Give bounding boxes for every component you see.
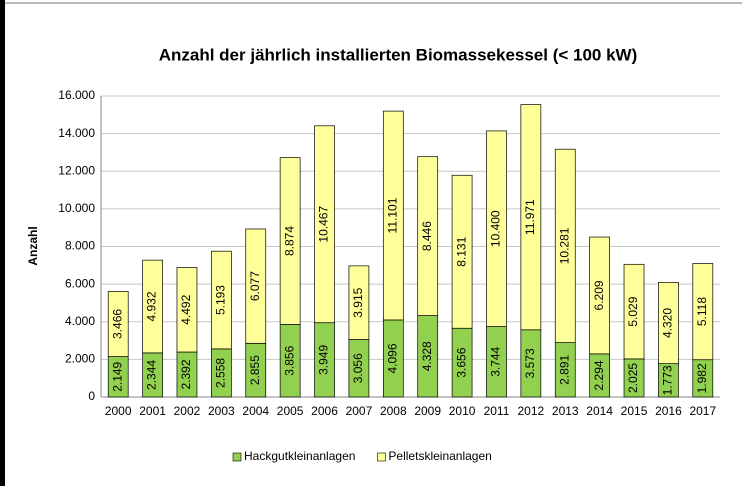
y-tick-label: 14.000 [58,126,95,140]
bar-segment [348,265,370,340]
x-tick-label: 2014 [586,404,613,418]
legend-swatch [377,452,386,462]
data-label: 8.446 [420,221,434,251]
x-tick-label: 2008 [380,404,407,418]
bar-segment [486,130,507,327]
x-tick-label: 2005 [277,404,304,418]
bar-segment [658,282,679,364]
x-tick-label: 2013 [552,404,579,418]
bar-segment [623,263,645,360]
data-label: 4.320 [661,308,675,338]
y-axis-label: Anzahl [26,226,40,265]
y-tick-label: 8.000 [65,239,95,253]
data-label: 6.077 [248,271,262,301]
data-label: 10.467 [317,206,331,243]
y-tick-label: 16.000 [58,88,95,102]
legend-label: Pelletskleinanlagen [388,449,491,463]
data-label: 3.573 [523,348,537,378]
data-label: 2.392 [179,359,193,389]
x-tick-label: 2004 [242,404,269,418]
data-label: 1.982 [695,363,709,393]
x-tick-label: 2012 [518,404,545,418]
bar-segment [382,110,404,321]
data-label: 5.193 [214,285,228,315]
bar-segment [314,125,335,324]
x-tick-label: 2001 [139,404,166,418]
data-label: 2.855 [248,355,262,385]
data-label: 3.056 [351,353,365,383]
data-label: 3.744 [489,346,503,376]
x-tick-label: 2011 [484,404,510,418]
y-tick-label: 0 [88,389,95,403]
x-tick-label: 2009 [414,404,441,418]
data-label: 3.466 [110,309,124,339]
data-label: 2.344 [145,360,159,390]
data-label: 3.856 [282,345,296,375]
bar-segment [417,156,439,316]
bar-segment [176,267,198,353]
x-tick-label: 2010 [449,404,476,418]
data-label: 2.891 [557,354,571,384]
data-label: 2.025 [626,363,640,393]
data-label: 3.915 [351,287,365,317]
data-label: 4.096 [385,343,399,373]
data-label: 4.932 [145,291,159,321]
x-tick-label: 2015 [621,404,648,418]
y-tick-label: 12.000 [58,163,95,177]
data-label: 5.029 [626,296,640,326]
x-tick-label: 2002 [174,404,201,418]
data-label: 6.209 [592,280,606,310]
data-label: 4.492 [179,294,193,324]
data-label: 11.101 [385,197,399,233]
data-label: 8.131 [454,236,468,266]
bar-segment [692,263,714,361]
data-label: 10.400 [489,210,503,247]
data-label: 2.558 [214,358,228,388]
x-tick-label: 2006 [311,404,338,418]
legend-swatch [232,452,242,462]
bar-segment [211,250,232,350]
data-label: 3.949 [317,345,331,375]
bar-segment [451,174,473,329]
y-tick-label: 6.000 [65,276,95,290]
y-tick-label: 2.000 [65,352,95,366]
chart-title: Anzahl der jährlich installierten Biomas… [159,45,638,64]
bar-segment [142,259,163,354]
data-label: 2.294 [592,360,606,390]
bar-segment [520,104,542,331]
x-tick-label: 2000 [105,404,132,418]
legend-label: Hackgutkleinanlagen [244,449,355,463]
data-label: 11.971 [523,199,537,235]
bar-segment [279,157,301,325]
bar-segment [554,148,576,343]
x-tick-label: 2017 [689,404,716,418]
data-label: 1.773 [661,365,675,395]
bar-segment [589,236,610,355]
y-tick-label: 10.000 [58,201,95,215]
data-label: 8.874 [282,226,296,256]
bar-segment [245,228,267,344]
data-label: 2.149 [110,361,124,391]
x-tick-label: 2007 [346,404,373,418]
bar-segment [107,291,129,357]
data-label: 5.118 [695,297,709,326]
frame-left [0,0,5,486]
data-label: 4.328 [420,341,434,371]
data-label: 10.281 [557,227,571,264]
y-tick-label: 4.000 [65,314,95,328]
x-tick-label: 2016 [655,404,682,418]
data-label: 3.656 [454,347,468,377]
x-tick-label: 2003 [208,404,235,418]
